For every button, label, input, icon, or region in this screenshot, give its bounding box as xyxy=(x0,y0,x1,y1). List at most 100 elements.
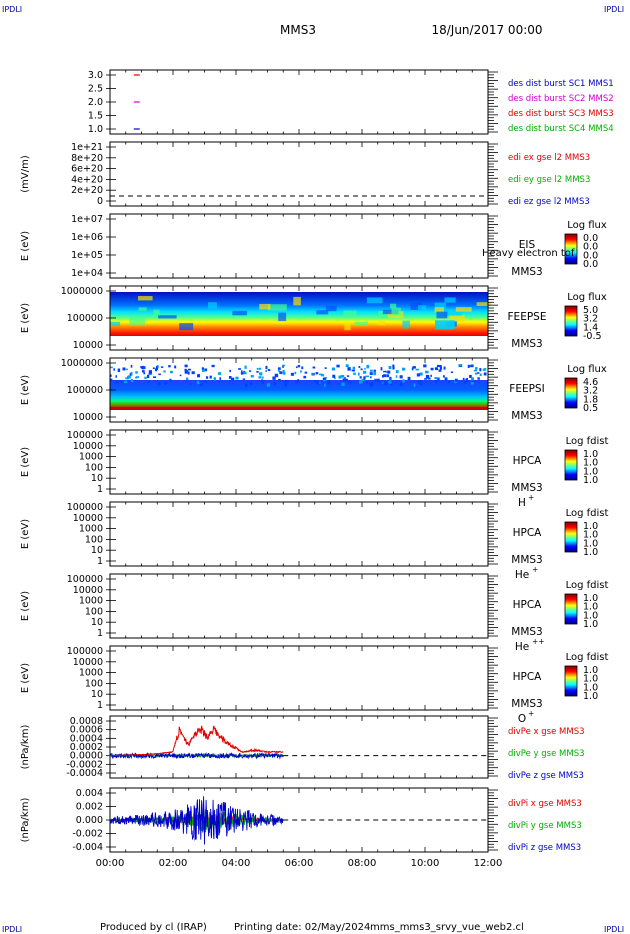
feepsi-speckle xyxy=(388,380,392,384)
colorbar-tick-label: 0.0 xyxy=(583,233,598,244)
y-tick-label: 100 xyxy=(85,462,103,473)
legend-entry: des dist burst SC3 MMS3 xyxy=(508,109,614,119)
colorbar xyxy=(564,233,578,265)
x-axis: 00:00 02:00 04:00 06:00 08:00 10:00 12:00 xyxy=(96,858,503,869)
x-tick-label: 00:00 xyxy=(96,858,125,869)
corner-label-top-right: IPDLI xyxy=(604,5,624,14)
colorbar-tick-label: 1.0 xyxy=(583,665,598,676)
feepsi-speckle xyxy=(258,367,262,370)
feepsi-speckle xyxy=(476,372,480,374)
y-tick-label: 1e+05 xyxy=(71,250,103,261)
feepsi-speckle xyxy=(228,376,232,379)
feepsi-speckle xyxy=(424,378,428,380)
feepsi-speckle xyxy=(242,378,246,380)
y-tick-label: 100000 xyxy=(67,430,103,441)
colorbar xyxy=(564,521,578,553)
feepsi-speckle xyxy=(284,383,287,387)
series-line-z xyxy=(109,796,284,845)
instrument-spacecraft-label: MMS3 xyxy=(511,626,542,638)
footer-produced-by: Produced by cl (IRAP) xyxy=(100,922,207,933)
feepsi-speckle xyxy=(248,370,252,372)
y-axis-label: (nPa/km) xyxy=(20,798,31,843)
feepsi-speckle xyxy=(380,367,383,371)
colorbar xyxy=(564,377,578,409)
instrument-label: FEEPSE xyxy=(508,311,547,323)
feepsi-speckle xyxy=(117,368,121,372)
feepsi-speckle xyxy=(444,377,448,381)
feepsi-speckle xyxy=(126,368,128,371)
feepsi-speckle xyxy=(127,375,131,379)
y-tick-label: 1.5 xyxy=(88,111,103,122)
feepsi-speckle xyxy=(297,379,300,383)
legend-entry: divPi z gse MMS3 xyxy=(508,843,581,853)
feepsi-speckle xyxy=(261,382,265,384)
feepsi-speckle xyxy=(155,365,158,369)
y-tick-label: -0.004 xyxy=(72,842,103,853)
feepsi-speckle xyxy=(168,365,171,368)
colorbar-tick-label: 1.4 xyxy=(583,322,598,333)
instrument-spacecraft-label: MMS3 xyxy=(511,698,542,710)
y-tick-label: 0.004 xyxy=(76,788,103,799)
feepsi-speckle xyxy=(323,376,327,379)
legend-entry: divPe y gse MMS3 xyxy=(508,749,585,759)
feepsi-speckle xyxy=(148,370,153,374)
feepsi-speckle xyxy=(369,383,374,387)
panel-divpe: 0.00080.00060.00040.00020.0000-0.0002-0.… xyxy=(20,715,585,781)
y-tick-label: 10 xyxy=(91,617,103,628)
colorbar-title: Log flux xyxy=(567,292,607,303)
feepsi-speckle xyxy=(388,365,392,370)
feepsi-speckle xyxy=(196,380,200,385)
feepse-blob xyxy=(410,302,422,311)
feepsi-speckle xyxy=(135,376,140,378)
feepsi-speckle xyxy=(184,368,187,372)
y-tick-label: 1000000 xyxy=(61,286,103,297)
feepse-blob xyxy=(378,320,386,326)
colorbar-tick-label: 3.2 xyxy=(583,314,598,325)
y-tick-label: 10 xyxy=(91,689,103,700)
feepsi-speckle xyxy=(401,367,406,371)
feepsi-speckle xyxy=(443,375,445,378)
legend-entry: edi ex gse l2 MMS3 xyxy=(508,153,590,163)
feepsi-speckle xyxy=(458,364,462,367)
colorbar-tick-label: 1.0 xyxy=(583,619,598,630)
feepsi-speckle xyxy=(143,372,146,375)
feepsi-speckle xyxy=(295,366,298,369)
feepsi-speckle xyxy=(392,366,395,370)
feepse-blob xyxy=(444,297,456,303)
panels-group: 3.0 2.5 2.0 1.5 1.0 des dist burst SC1 MMS1 de… xyxy=(20,69,614,853)
feepse-blob xyxy=(455,307,472,312)
feepse-blob xyxy=(366,297,383,304)
y-tick-label: 1000 xyxy=(79,596,103,607)
colorbar-title: Log fdist xyxy=(566,652,609,663)
y-axis-label: E (eV) xyxy=(20,663,31,693)
feepsi-speckle xyxy=(469,374,472,379)
y-tick-label: 10 xyxy=(91,545,103,556)
instrument-label: HPCA xyxy=(513,599,543,611)
feepsi-speckle xyxy=(477,377,480,380)
y-tick-label: 10000 xyxy=(73,412,103,423)
feepsi-speckle xyxy=(189,383,192,386)
feepsi-speckle xyxy=(191,371,195,375)
feepsi-speckle xyxy=(447,380,451,384)
feepsi-speckle xyxy=(262,376,264,379)
feepsi-speckle xyxy=(274,373,279,378)
y-tick-label: 100 xyxy=(85,606,103,617)
y-tick-label: 0.0006 xyxy=(70,725,103,736)
feepse-blob xyxy=(316,310,329,315)
feepse-blob xyxy=(378,310,390,319)
panel-feepsi: 1000000 100000 10000 E (eV) FEEPSI MMS3 Log fl… xyxy=(20,357,607,423)
panel-frame xyxy=(109,213,489,279)
y-tick-label: -0.0004 xyxy=(66,768,103,779)
footer-filename: mms_mms3_srvy_vue_web2.cl xyxy=(370,922,524,933)
feepsi-speckle xyxy=(467,364,470,368)
legend-entry: divPe z gse MMS3 xyxy=(508,771,584,781)
feepse-blob xyxy=(449,315,465,322)
feepsi-speckle xyxy=(387,370,391,374)
feepsi-speckle xyxy=(479,368,482,372)
feepsi-speckle xyxy=(199,383,204,387)
feepsi-speckle xyxy=(473,369,478,372)
legend-entry: edi ez gse l2 MMS3 xyxy=(508,197,590,207)
legend-entry: des dist burst SC2 MMS2 xyxy=(508,94,614,104)
species-label: H xyxy=(518,497,526,509)
feepsi-speckle xyxy=(120,380,123,383)
